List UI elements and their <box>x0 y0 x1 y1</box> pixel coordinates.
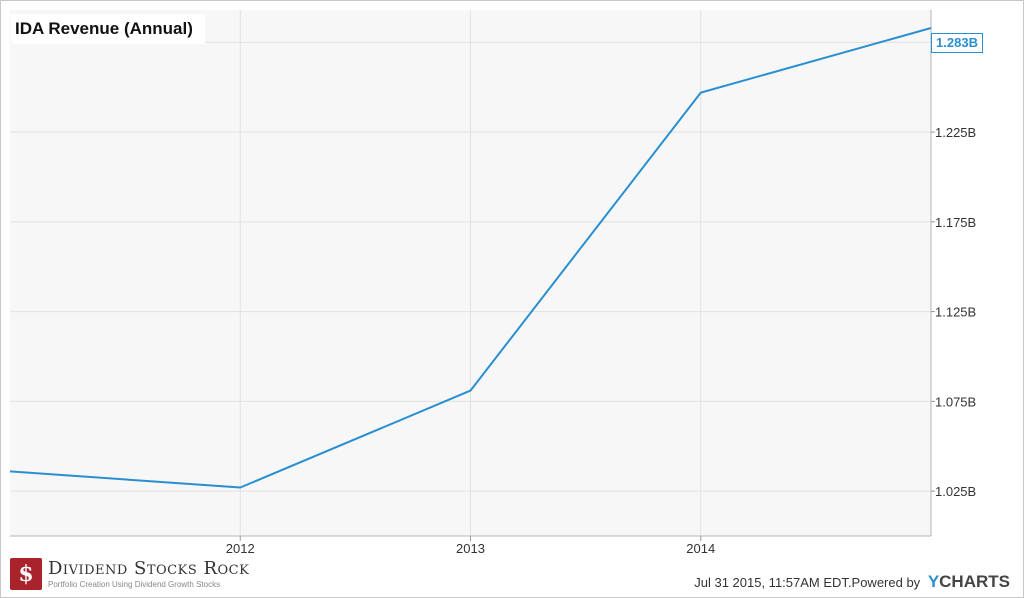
y-tick-label: 1.125B <box>935 305 976 320</box>
last-value-badge: 1.283B <box>931 33 983 53</box>
dollar-shield-icon: $ <box>10 558 42 590</box>
x-tick-label: 2014 <box>686 541 715 556</box>
x-tick-label: 2012 <box>226 541 255 556</box>
brand-name: Dividend Stocks Rock <box>48 558 250 579</box>
footer-credits: Jul 31 2015, 11:57AM EDT.Powered by YCHA… <box>694 572 1010 592</box>
x-tick-label: 2013 <box>456 541 485 556</box>
series-line <box>9 27 932 489</box>
y-tick-label: 1.175B <box>935 215 976 230</box>
brand-tagline: Portfolio Creation Using Dividend Growth… <box>48 580 221 589</box>
y-tick-label: 1.225B <box>935 125 976 140</box>
ycharts-y: Y <box>927 572 940 591</box>
brand-logo: $ Dividend Stocks Rock Portfolio Creatio… <box>10 556 270 592</box>
y-tick-label: 1.075B <box>935 394 976 409</box>
y-tick-label: 1.025B <box>935 484 976 499</box>
x-axis-ticks: 2012 2013 2014 <box>226 536 715 556</box>
ycharts-logo[interactable]: YCHARTS <box>928 572 1010 591</box>
chart-title: IDA Revenue (Annual) <box>11 14 205 44</box>
ycharts-text: CHARTS <box>939 572 1010 591</box>
powered-by: Powered by <box>851 575 921 590</box>
timestamp: Jul 31 2015, 11:57AM EDT. <box>694 575 852 590</box>
gridlines <box>10 10 932 537</box>
